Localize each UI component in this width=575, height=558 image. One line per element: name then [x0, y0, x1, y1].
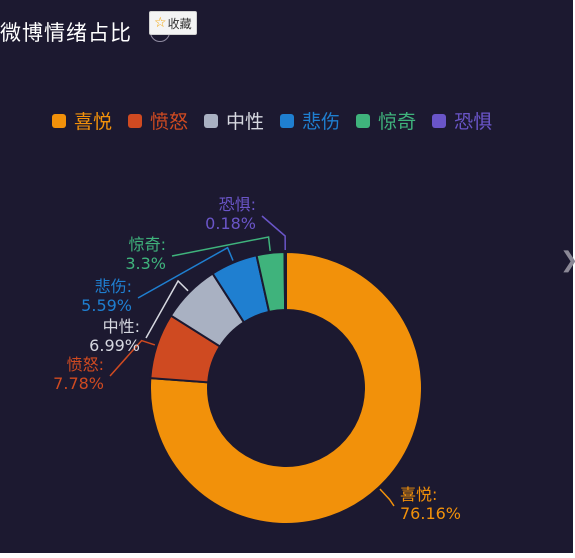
legend-item[interactable]: 喜悦	[52, 107, 112, 134]
slice-label-value: 6.99%	[89, 336, 140, 355]
slice-label-name: 愤怒:	[67, 355, 104, 374]
legend-swatch	[432, 113, 447, 128]
legend-swatch	[128, 113, 143, 128]
chevron-right-icon[interactable]: ❯	[560, 248, 575, 273]
favorite-button[interactable]: ☆ 收藏	[149, 11, 197, 35]
legend-item[interactable]: 恐惧	[432, 107, 492, 134]
legend-item[interactable]: 中性	[204, 107, 264, 134]
slice-label-value: 0.18%	[205, 214, 256, 233]
legend-swatch	[280, 113, 295, 128]
legend-item[interactable]: 悲伤	[280, 107, 340, 134]
legend-item[interactable]: 愤怒	[128, 107, 188, 134]
slice-label-value: 3.3%	[125, 254, 166, 273]
leader-line	[109, 339, 156, 377]
slice-label-value: 7.78%	[53, 374, 104, 393]
slice-label-name: 中性:	[103, 317, 140, 336]
leader-line	[379, 488, 395, 507]
favorite-label: 收藏	[167, 16, 192, 31]
legend-label: 恐惧	[454, 111, 493, 133]
legend-label: 愤怒	[150, 111, 189, 133]
pie-slice[interactable]	[149, 250, 423, 525]
leader-line	[171, 236, 271, 257]
leader-line	[137, 246, 234, 299]
legend-label: 中性	[226, 111, 265, 133]
chart-title: 微博情绪占比	[0, 21, 132, 45]
legend-label: 悲伤	[302, 111, 341, 133]
legend-swatch	[204, 113, 219, 128]
legend-swatch	[356, 113, 371, 128]
legend-swatch	[52, 113, 66, 128]
leader-line	[261, 215, 286, 251]
slice-label-name: 恐惧:	[219, 195, 256, 214]
slice-label-name: 喜悦:	[400, 485, 437, 504]
pie-slice[interactable]	[283, 250, 287, 312]
legend-label: 惊奇	[378, 111, 417, 133]
slice-label-name: 惊奇:	[129, 235, 166, 254]
legend-item[interactable]: 惊奇	[356, 107, 416, 134]
slice-label-name: 悲伤:	[95, 277, 132, 296]
legend-label: 喜悦	[74, 111, 113, 133]
slice-label-value: 5.59%	[81, 296, 132, 315]
star-icon: ☆	[154, 15, 167, 31]
chart-legend: 喜悦 愤怒 中性 悲伤 惊奇 恐惧	[52, 107, 492, 134]
leader-line	[145, 279, 189, 339]
slice-label-value: 76.16%	[400, 504, 461, 523]
